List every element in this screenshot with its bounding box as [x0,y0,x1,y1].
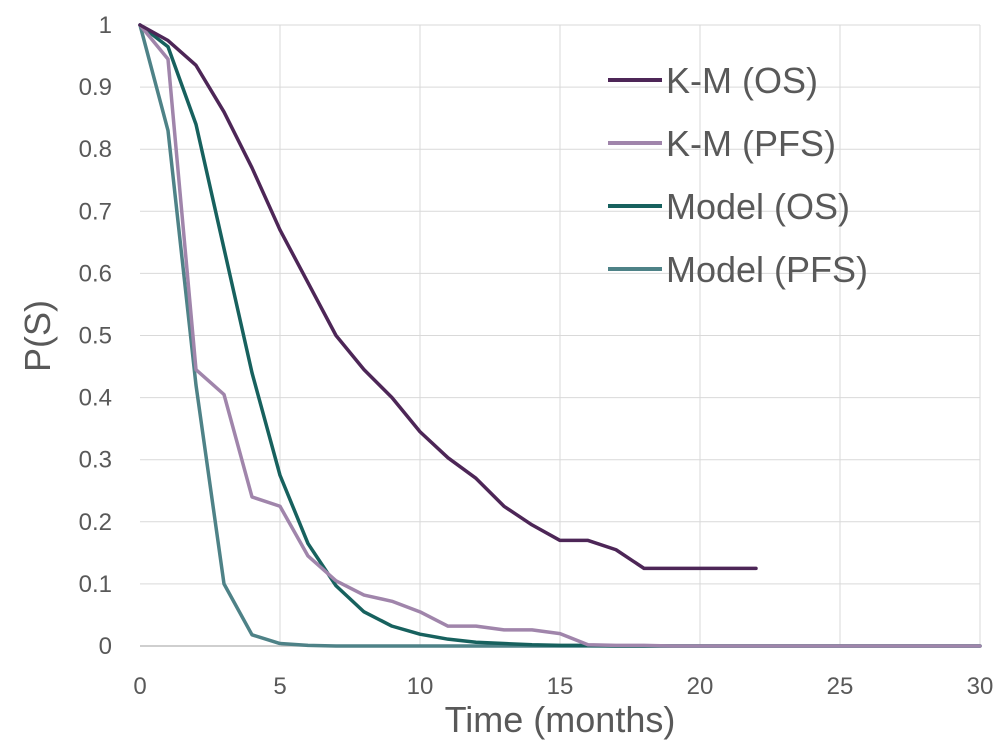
series-lines [138,23,982,648]
y-tick-label: 0.3 [79,447,112,474]
y-tick-label: 0.7 [79,198,112,225]
y-tick-label: 0.8 [79,136,112,163]
y-tick-label: 0.9 [79,74,112,101]
x-tick-label: 5 [273,673,286,700]
y-tick-label: 0.1 [79,571,112,598]
y-tick-label: 0.4 [79,385,112,412]
series-line-k-m-pfs [138,23,982,648]
legend-label: Model (OS) [666,186,850,227]
y-tick-label: 0 [99,633,112,660]
x-tick-label: 10 [407,673,434,700]
x-tick-label: 20 [687,673,714,700]
legend: K-M (OS) K-M (PFS) Model (OS) Model (PFS) [608,60,868,290]
x-tick-label: 30 [967,673,994,700]
legend-label: Model (PFS) [666,249,868,290]
x-tick-label: 0 [133,673,146,700]
x-axis-title: Time (months) [445,699,676,740]
y-tick-label: 0.5 [79,323,112,350]
x-tick-label: 25 [827,673,854,700]
y-tick-label: 0.6 [79,260,112,287]
legend-label: K-M (PFS) [666,123,836,164]
y-axis-title: P(S) [17,300,58,372]
y-tick-label: 1 [99,12,112,39]
y-tick-label: 0.2 [79,509,112,536]
series-line-k-m-os [138,23,758,571]
x-tick-label: 15 [547,673,574,700]
tick-labels: 00.10.20.30.40.50.60.70.80.910 5 10 15 20 25 3… [79,12,994,700]
legend-label: K-M (OS) [666,60,818,101]
grid-lines [140,24,981,647]
